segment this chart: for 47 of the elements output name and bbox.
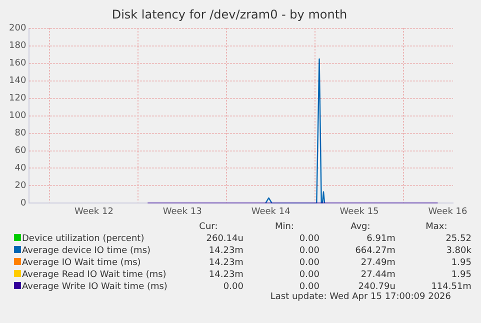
x-tick-label: Week 16 bbox=[428, 206, 468, 217]
y-tick-label: 180 bbox=[8, 41, 26, 52]
text: 27.49m bbox=[360, 257, 396, 269]
y-tick-label: 20 bbox=[14, 181, 26, 192]
text: 14.23m bbox=[208, 269, 244, 281]
text: 0.00 bbox=[298, 269, 320, 281]
text: Min: bbox=[274, 221, 295, 233]
legend-label: Average Read IO Wait time (ms) bbox=[21, 269, 168, 281]
x-tick-label: Week 15 bbox=[340, 206, 379, 217]
y-tick-label: 200 bbox=[8, 24, 26, 34]
y-tick-label: 160 bbox=[8, 58, 26, 69]
text: 0.00 bbox=[298, 281, 320, 292]
legend-label: Average device IO time (ms) bbox=[21, 245, 152, 257]
text: 0.00 bbox=[298, 257, 320, 269]
legend-label: Average IO Wait time (ms) bbox=[21, 257, 142, 269]
text: 0.00 bbox=[298, 233, 320, 245]
text: 0.00 bbox=[222, 281, 244, 293]
text: 14.23m bbox=[208, 245, 244, 257]
y-tick-label: 80 bbox=[14, 128, 26, 139]
text: 114.51m bbox=[430, 281, 472, 292]
text: Avg: bbox=[350, 221, 372, 233]
text: Max: bbox=[424, 221, 448, 233]
y-tick-label: 120 bbox=[8, 94, 26, 104]
text: 1.95 bbox=[450, 257, 472, 269]
y-tick-label: 60 bbox=[14, 146, 26, 156]
x-tick-label: Week 14 bbox=[251, 206, 291, 217]
chart-title: Disk latency for /dev/zram0 - by month bbox=[112, 7, 348, 22]
text: 0.00 bbox=[298, 245, 320, 257]
text: 14.23m bbox=[208, 257, 244, 269]
y-tick-label: 0 bbox=[20, 198, 26, 209]
text: 664.27m bbox=[354, 245, 396, 257]
y-tick-label: 140 bbox=[8, 76, 26, 86]
text: 1.95 bbox=[450, 269, 472, 281]
legend-label: Device utilization (percent) bbox=[21, 233, 146, 245]
text: 240.79u bbox=[357, 281, 396, 292]
text: Cur: bbox=[198, 221, 219, 233]
text: 27.44m bbox=[360, 269, 396, 281]
text: 3.80k bbox=[445, 245, 472, 257]
y-tick-label: 40 bbox=[14, 164, 26, 174]
text: 6.91m bbox=[366, 233, 396, 245]
text: 260.14u bbox=[205, 233, 244, 245]
x-tick-label: Week 12 bbox=[74, 206, 114, 217]
y-tick-label: 100 bbox=[8, 111, 26, 122]
legend-label: Average Write IO Wait time (ms) bbox=[21, 281, 168, 293]
text: Last update: Wed Apr 15 17:00:09 2026 bbox=[270, 292, 451, 302]
text: 25.52 bbox=[444, 233, 472, 245]
x-tick-label: Week 13 bbox=[162, 206, 202, 217]
